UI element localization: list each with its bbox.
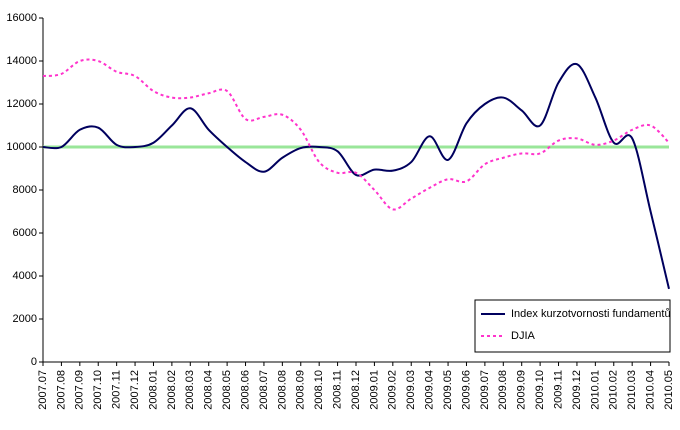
x-tick-label: 2008.12	[350, 370, 362, 410]
x-tick-label: 2009.08	[497, 370, 509, 410]
series-line	[42, 58, 670, 211]
y-tick-label: 0	[31, 356, 37, 368]
y-tick-label: 2000	[13, 313, 37, 325]
x-tick-label: 2007.12	[129, 370, 141, 410]
x-tick-label: 2008.02	[166, 370, 178, 410]
x-tick-label: 2009.02	[387, 370, 399, 410]
x-tick-label: 2009.06	[460, 370, 472, 410]
x-tick-label: 2008.08	[276, 370, 288, 410]
x-tick-label: 2009.11	[552, 370, 564, 409]
legend-label: Index kurzotvornosti fundamentů	[511, 308, 671, 320]
x-tick-label: 2010.02	[608, 370, 620, 410]
y-tick-label: 14000	[6, 55, 37, 67]
y-tick-label: 16000	[6, 12, 37, 24]
x-tick-label: 2007.07	[37, 370, 49, 410]
x-tick-label: 2008.06	[239, 370, 251, 410]
x-tick-label: 2010.04	[644, 370, 656, 410]
x-tick-label: 2009.12	[571, 370, 583, 410]
x-tick-label: 2008.01	[147, 370, 159, 410]
legend-label: DJIA	[511, 330, 536, 342]
x-tick-label: 2007.09	[74, 370, 86, 410]
y-tick-label: 6000	[13, 227, 37, 239]
x-tick-label: 2008.11	[331, 370, 343, 409]
x-tick-label: 2010.03	[626, 370, 638, 410]
x-tick-label: 2008.09	[295, 370, 307, 410]
x-tick-label: 2008.05	[221, 370, 233, 410]
legend-box	[474, 299, 671, 353]
x-tick-label: 2008.10	[313, 370, 325, 410]
x-tick-label: 2007.11	[111, 370, 123, 409]
x-tick-label: 2009.09	[516, 370, 528, 410]
series-line	[42, 62, 670, 290]
x-tick-label: 2007.10	[92, 370, 104, 410]
x-tick-label: 2008.04	[203, 370, 215, 410]
x-tick-label: 2008.03	[184, 370, 196, 410]
y-tick-label: 12000	[6, 98, 37, 110]
x-tick-label: 2009.07	[479, 370, 491, 410]
x-tick-label: 2007.08	[55, 370, 67, 410]
y-tick-label: 8000	[13, 184, 37, 196]
x-tick-label: 2009.03	[405, 370, 417, 410]
x-tick-label: 2009.10	[534, 370, 546, 410]
x-tick-label: 2009.01	[368, 370, 380, 410]
x-tick-label: 2010.01	[589, 370, 601, 410]
x-tick-label: 2009.05	[442, 370, 454, 410]
x-tick-label: 2008.07	[258, 370, 270, 410]
y-tick-label: 4000	[13, 270, 37, 282]
x-tick-label: 2010.05	[663, 370, 675, 410]
x-tick-label: 2009.04	[424, 370, 436, 410]
y-tick-label: 10000	[6, 141, 37, 153]
